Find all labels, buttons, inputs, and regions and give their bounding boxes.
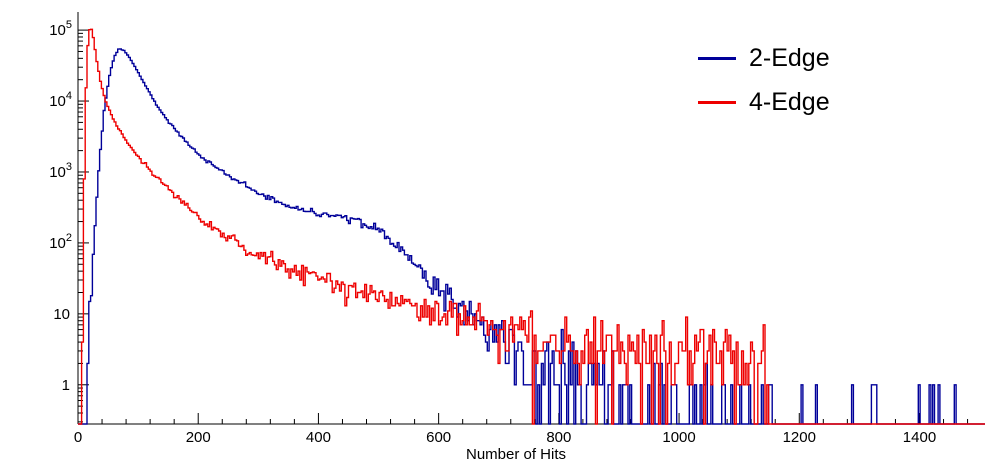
series-path-2-edge [78, 48, 985, 425]
legend-line-2-edge [698, 56, 736, 60]
y-tick-label: 1 [62, 377, 70, 394]
y-tick-label: 105 [49, 19, 72, 39]
y-tick-label: 10 [53, 306, 70, 323]
legend-label-4-edge: 4-Edge [749, 87, 830, 116]
x-tick-label: 200 [186, 429, 211, 446]
legend-item-4-edge: 4-Edge [698, 80, 830, 124]
x-tick-label: 1200 [783, 429, 816, 446]
x-tick-label: 1400 [903, 429, 936, 446]
legend-item-2-edge: 2-Edge [698, 36, 830, 80]
y-tick-label: 103 [49, 161, 72, 181]
x-tick-label: 400 [306, 429, 331, 446]
y-tick-label: 104 [49, 90, 72, 110]
legend-line-4-edge [698, 100, 736, 104]
x-tick-label: 800 [546, 429, 571, 446]
legend: 2-Edge 4-Edge [698, 36, 830, 124]
y-tick-label: 102 [49, 232, 72, 252]
x-tick-label: 600 [426, 429, 451, 446]
x-axis-title: Number of Hits [465, 446, 567, 463]
x-tick-label: 1000 [662, 429, 695, 446]
x-tick-label: 0 [74, 429, 82, 446]
series-path-4-edge [78, 28, 985, 425]
legend-label-2-edge: 2-Edge [749, 43, 830, 72]
